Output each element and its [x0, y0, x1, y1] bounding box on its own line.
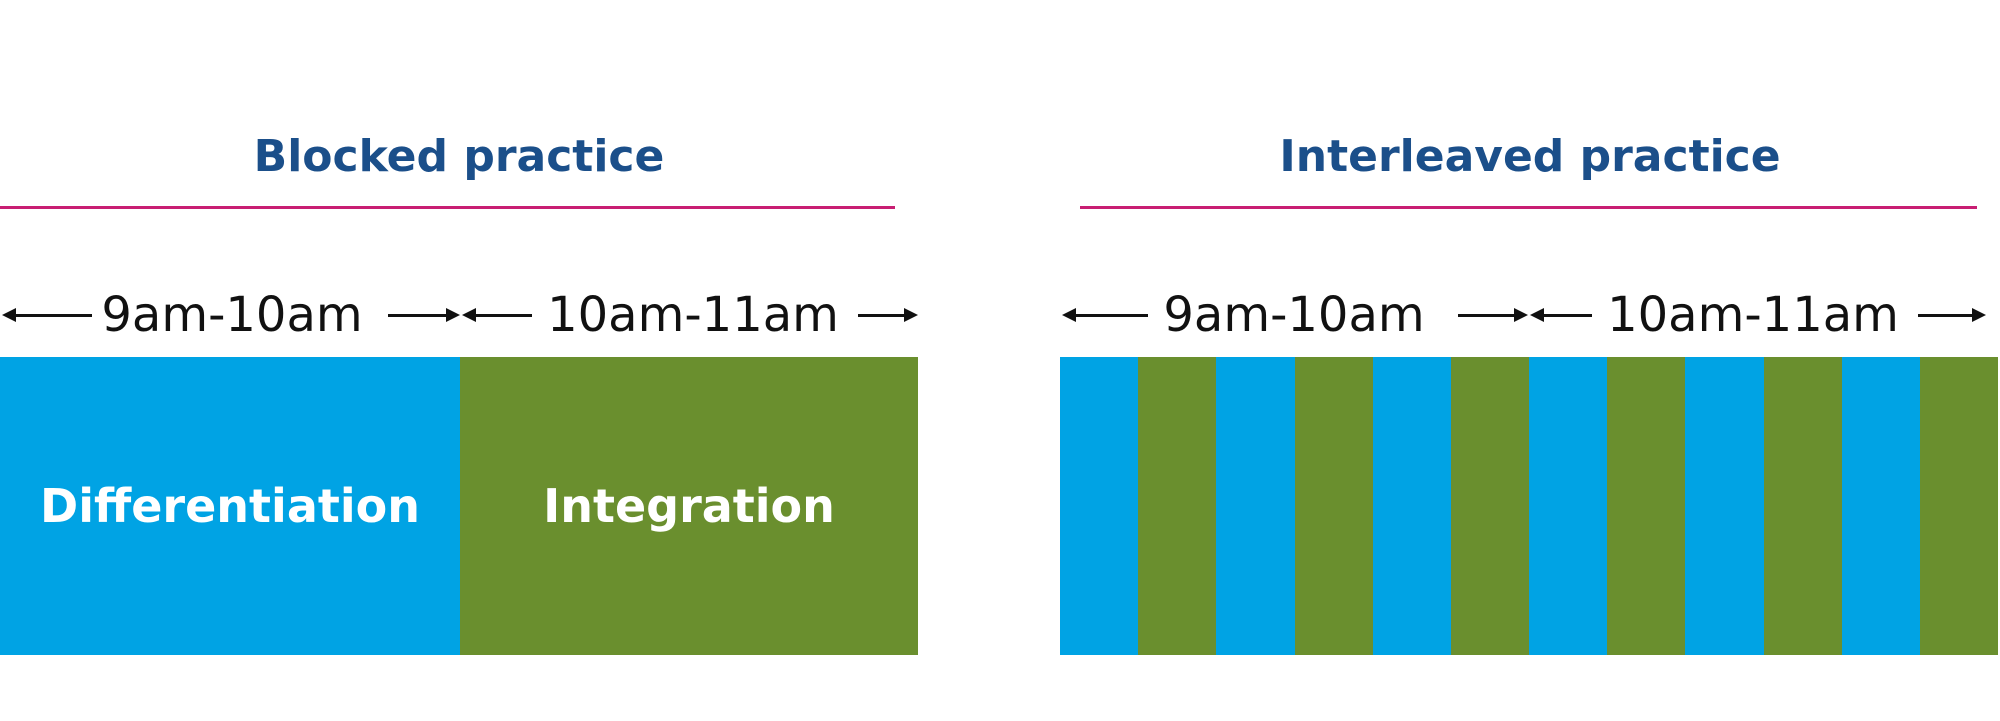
- interleaved-time-label-1: 9am-10am: [1163, 287, 1425, 343]
- arrow-right-icon: [904, 308, 918, 322]
- blocked-title-underline: [0, 206, 895, 209]
- integration-stripe: [1763, 357, 1843, 655]
- blocked-title: Blocked practice: [253, 131, 665, 182]
- interleaved-title-underline: [1080, 206, 1977, 209]
- differentiation-stripe: [1372, 357, 1452, 655]
- differentiation-stripe: [1060, 357, 1139, 655]
- arrow-line: [1918, 314, 1974, 317]
- integration-label: Integration: [543, 479, 835, 533]
- integration-block: Integration: [460, 357, 918, 655]
- arrow-line: [472, 314, 532, 317]
- blocked-timeline: 9am-10am 10am-11am: [0, 280, 920, 350]
- arrow-left-icon: [2, 308, 16, 322]
- blocked-time-label-1: 9am-10am: [101, 287, 363, 343]
- differentiation-stripe: [1216, 357, 1295, 655]
- integration-stripe: [1607, 357, 1686, 655]
- differentiation-stripe: [1841, 357, 1921, 655]
- differentiation-label: Differentiation: [40, 479, 420, 533]
- differentiation-stripe: [1529, 357, 1608, 655]
- blocked-time-label-2: 10am-11am: [547, 287, 839, 343]
- integration-stripe: [1294, 357, 1374, 655]
- arrow-left-icon: [1062, 308, 1076, 322]
- arrow-line: [1072, 314, 1148, 317]
- arrow-right-icon: [1972, 308, 1986, 322]
- arrow-line: [1540, 314, 1592, 317]
- arrow-right-icon: [1514, 308, 1528, 322]
- arrow-line: [12, 314, 92, 317]
- interleaved-title: Interleaved practice: [1279, 131, 1781, 182]
- arrow-line: [388, 314, 446, 317]
- interleaved-timeline: 9am-10am 10am-11am: [1060, 280, 2000, 350]
- arrow-right-icon: [446, 308, 460, 322]
- arrow-left-icon: [1530, 308, 1544, 322]
- arrow-line: [858, 314, 906, 317]
- arrow-left-icon: [462, 308, 476, 322]
- arrow-line: [1458, 314, 1516, 317]
- integration-stripe: [1919, 357, 1999, 655]
- differentiation-stripe: [1685, 357, 1764, 655]
- integration-stripe: [1138, 357, 1217, 655]
- interleaved-time-label-2: 10am-11am: [1607, 287, 1899, 343]
- integration-stripe: [1450, 357, 1530, 655]
- differentiation-block: Differentiation: [0, 357, 460, 655]
